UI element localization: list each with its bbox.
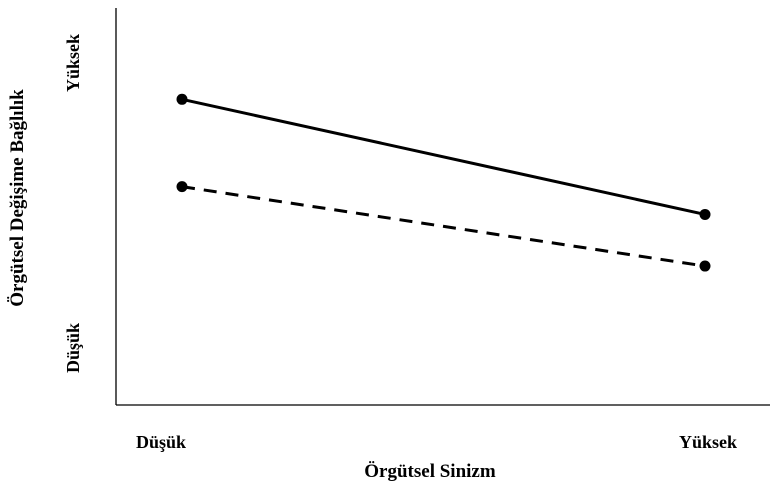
- series-layer: [176, 93, 711, 272]
- x-tick-label-low: Düşük: [136, 432, 186, 452]
- series-line-solid: [181, 97, 706, 216]
- x-axis-label: Örgütsel Sinizm: [364, 461, 496, 482]
- data-point-dashed-low: [176, 181, 188, 193]
- series-line-dashed: [181, 185, 706, 268]
- data-point-solid-high: [699, 208, 711, 220]
- y-axis-label: Örgütsel Değişime Bağlılık: [7, 89, 28, 307]
- data-point-dashed-high: [699, 260, 711, 272]
- y-tick-label-high: Yüksek: [63, 34, 83, 92]
- y-tick-label-low: Düşük: [63, 323, 83, 373]
- data-point-solid-low: [176, 93, 188, 105]
- x-tick-label-high: Yüksek: [679, 432, 737, 452]
